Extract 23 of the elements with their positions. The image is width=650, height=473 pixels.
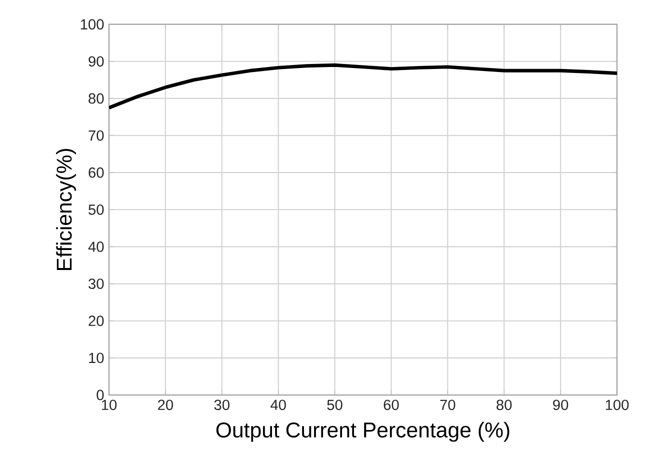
- y-tick-label: 70: [88, 130, 104, 141]
- x-tick-label: 100: [606, 400, 629, 410]
- y-tick-label: 40: [88, 242, 104, 252]
- y-tick-label: 50: [88, 204, 104, 215]
- y-tick-label: 90: [88, 56, 104, 67]
- x-tick-label: 60: [384, 400, 399, 410]
- x-axis-title: Output Current Percentage (%): [216, 422, 510, 442]
- x-tick-label: 90: [553, 400, 568, 410]
- y-axis-title: Efficiency(%): [56, 148, 76, 270]
- x-tick-label: 70: [440, 400, 456, 410]
- x-tick-label: 30: [214, 400, 230, 410]
- x-tick-label: 20: [158, 400, 174, 410]
- x-tick-label: 10: [102, 400, 117, 410]
- y-tick-label: 20: [88, 316, 104, 326]
- x-tick-label: 40: [270, 400, 286, 410]
- y-tick-label: 10: [89, 352, 104, 364]
- x-tick-label: 80: [496, 400, 512, 410]
- y-tick-label: 60: [88, 167, 104, 178]
- y-tick-label: 0: [96, 390, 104, 400]
- x-tick-label: 50: [327, 400, 342, 410]
- y-tick-label: 80: [88, 93, 104, 104]
- y-tick-label: 30: [88, 278, 104, 289]
- y-tick-label: 100: [80, 19, 104, 30]
